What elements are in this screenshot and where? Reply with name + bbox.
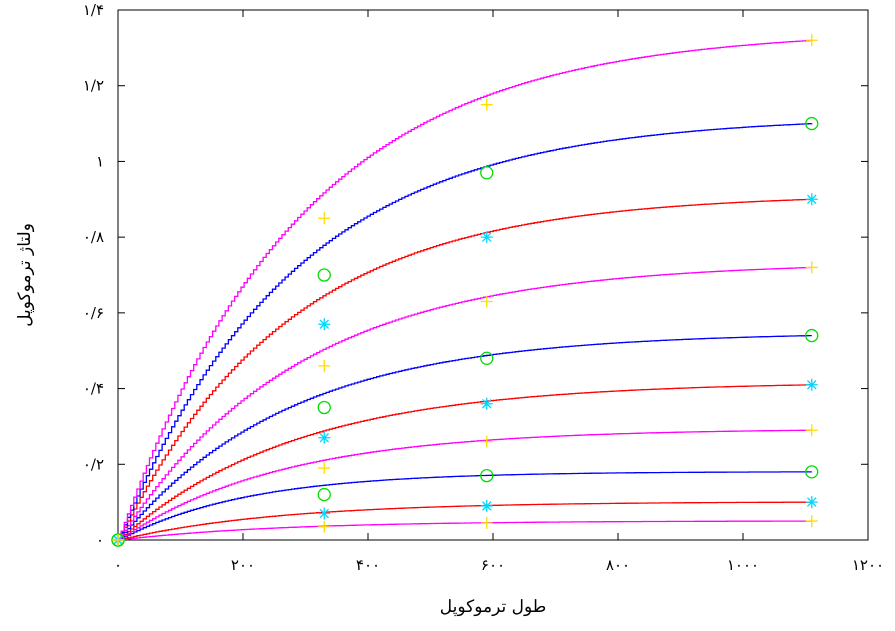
x-tick-label: ۶۰۰ — [481, 556, 505, 574]
series-point-plus — [318, 462, 331, 475]
y-tick-label: ۰ — [96, 531, 104, 549]
series-point-plus — [318, 212, 331, 225]
series-line-2 — [118, 501, 813, 541]
series-point-plus — [480, 98, 493, 111]
x-tick-label: ۲۰۰ — [231, 556, 255, 574]
series-point-circle — [805, 465, 819, 479]
x-tick-label: ۴۰۰ — [356, 556, 380, 574]
series-line-4 — [118, 429, 812, 541]
y-tick-label: ۱/۲ — [83, 77, 104, 95]
series-point-star — [480, 231, 493, 244]
series-point-circle — [805, 116, 819, 131]
series-markers — [111, 34, 819, 547]
series-point-star — [805, 193, 818, 206]
series-line-7 — [118, 266, 813, 541]
series-line-1 — [118, 520, 812, 541]
y-tick-label: ۰/۸ — [83, 228, 104, 246]
axis-ticks — [117, 9, 869, 541]
series-point-plus — [805, 261, 818, 274]
series-point-star — [805, 378, 818, 391]
series-point-star — [480, 499, 493, 512]
series-point-circle — [317, 400, 331, 415]
series-point-plus — [480, 516, 493, 529]
x-tick-label: ۸۰۰ — [606, 556, 630, 574]
series-line-10 — [118, 39, 813, 541]
y-axis-title: ولتاژ ترموکوپل — [15, 223, 35, 327]
y-tick-label: ۰/۶ — [83, 304, 104, 322]
series-point-plus — [805, 424, 818, 437]
series-line-9 — [118, 123, 813, 541]
y-tick-label: ۱/۴ — [83, 1, 104, 19]
plot-frame — [117, 9, 869, 541]
series-lines — [118, 39, 813, 541]
series-point-circle — [805, 328, 819, 343]
series-line-8 — [118, 198, 813, 541]
series-point-circle — [317, 487, 331, 502]
x-tick-label: ۰ — [114, 556, 122, 574]
series-point-plus — [318, 520, 331, 533]
series-point-circle — [480, 351, 494, 365]
series-point-plus — [318, 359, 331, 372]
series-point-circle — [317, 268, 331, 282]
series-point-plus — [112, 534, 124, 546]
y-tick-label: ۰/۲ — [83, 455, 104, 473]
y-tick-label: ۰/۴ — [83, 380, 104, 398]
tick-labels: ۰ ۲۰۰ ۴۰۰ ۶۰۰ ۸۰۰ ۱۰۰۰ ۱۲۰۰ ۰ ۰/۲ ۰/۴ ۰/۶ ۰/۸ ۱ ۱/۲ ۱/… — [83, 1, 884, 574]
x-tick-label: ۱۲۰۰ — [852, 556, 884, 574]
series-point-plus — [480, 295, 493, 308]
series-point-star — [805, 496, 818, 509]
series-point-star — [480, 397, 493, 410]
series-line-6 — [118, 334, 812, 541]
series-point-star — [318, 318, 331, 331]
series-point-star — [318, 431, 331, 444]
series-point-circle — [480, 166, 494, 180]
x-tick-label: ۱۰۰۰ — [727, 556, 759, 574]
series-point-plus — [805, 34, 818, 47]
x-axis-title: طول ترموکوپل — [440, 597, 547, 617]
series-point-circle — [480, 468, 494, 483]
series-line-3 — [118, 471, 812, 541]
y-tick-label: ۱ — [96, 152, 104, 170]
series-point-plus — [480, 435, 493, 448]
series-line-5 — [118, 384, 812, 541]
series-point-plus — [805, 515, 818, 528]
series-point-star — [318, 507, 331, 520]
